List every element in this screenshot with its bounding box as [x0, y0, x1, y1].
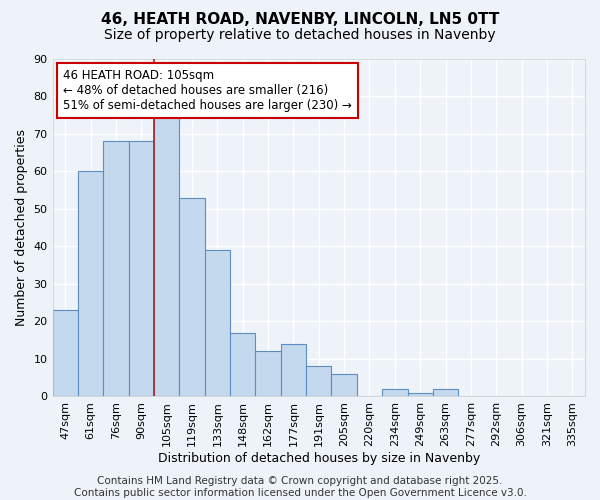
Bar	[154, 112, 179, 397]
Bar	[53, 310, 78, 396]
Bar	[407, 392, 433, 396]
Bar	[433, 389, 458, 396]
Bar	[103, 142, 128, 396]
Bar	[331, 374, 357, 396]
Bar	[306, 366, 331, 396]
X-axis label: Distribution of detached houses by size in Navenby: Distribution of detached houses by size …	[158, 452, 480, 465]
Text: Contains HM Land Registry data © Crown copyright and database right 2025.
Contai: Contains HM Land Registry data © Crown c…	[74, 476, 526, 498]
Text: Size of property relative to detached houses in Navenby: Size of property relative to detached ho…	[104, 28, 496, 42]
Bar	[256, 352, 281, 397]
Bar	[128, 142, 154, 396]
Text: 46, HEATH ROAD, NAVENBY, LINCOLN, LN5 0TT: 46, HEATH ROAD, NAVENBY, LINCOLN, LN5 0T…	[101, 12, 499, 28]
Bar	[230, 332, 256, 396]
Bar	[205, 250, 230, 396]
Bar	[179, 198, 205, 396]
Text: 46 HEATH ROAD: 105sqm
← 48% of detached houses are smaller (216)
51% of semi-det: 46 HEATH ROAD: 105sqm ← 48% of detached …	[63, 69, 352, 112]
Bar	[382, 389, 407, 396]
Bar	[281, 344, 306, 397]
Y-axis label: Number of detached properties: Number of detached properties	[15, 129, 28, 326]
Bar	[78, 172, 103, 396]
